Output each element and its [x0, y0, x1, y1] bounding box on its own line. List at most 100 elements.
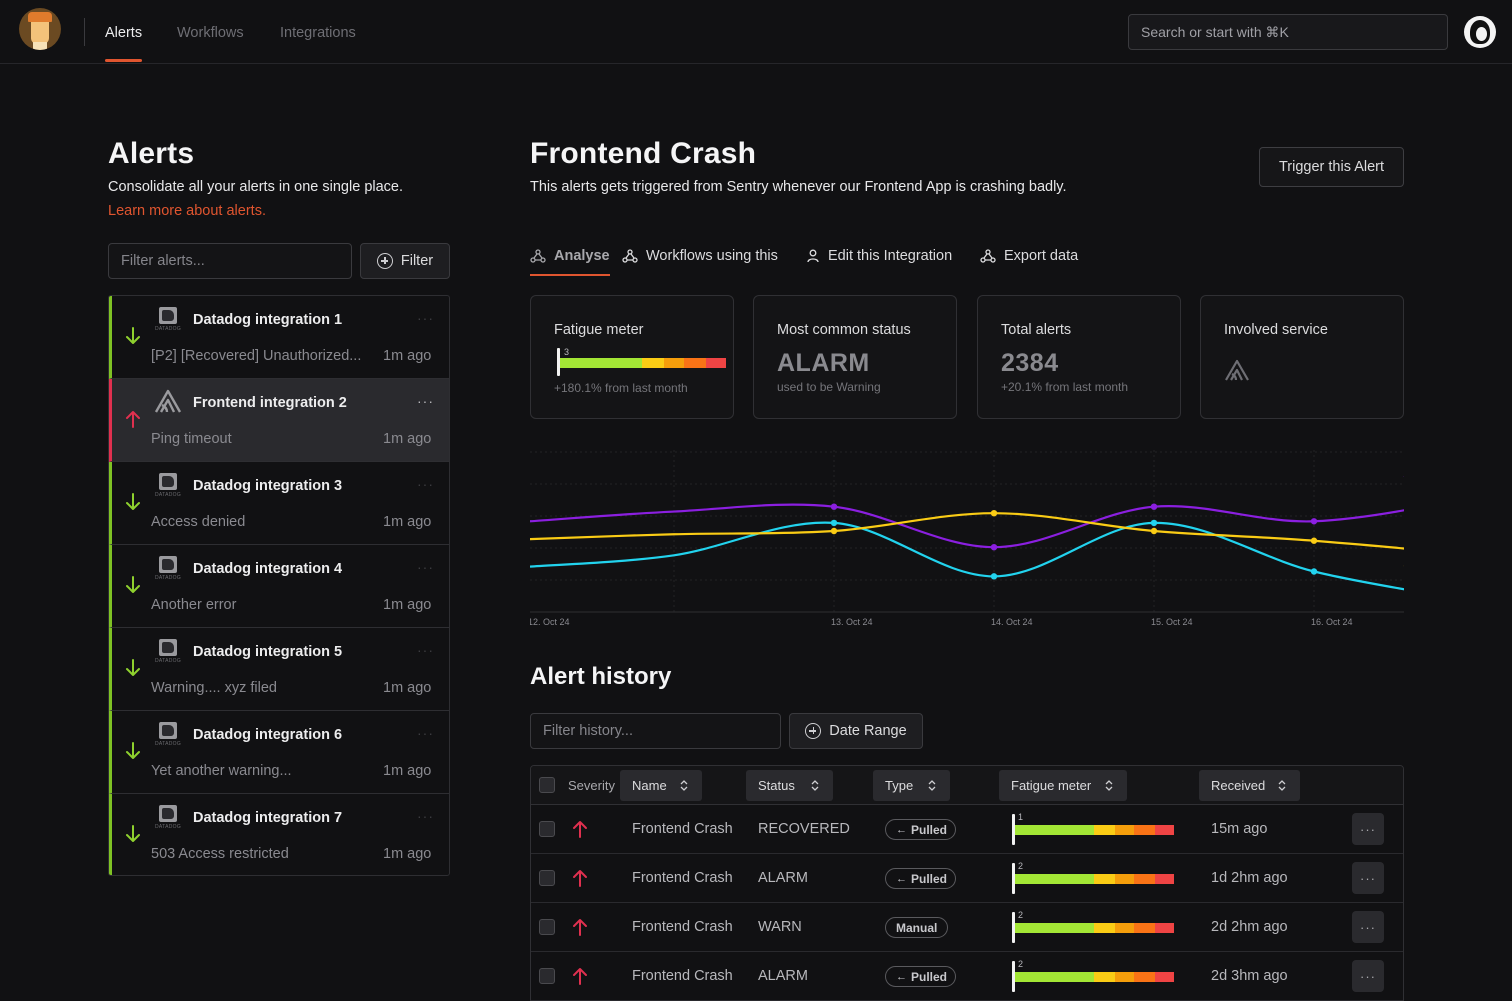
datadog-icon: DATADOG: [154, 720, 182, 748]
alert-list-item[interactable]: DATADOG Datadog integration 5 ··· Warnin…: [109, 628, 449, 711]
chart-point-yellow[interactable]: [1150, 527, 1158, 535]
app-logo[interactable]: [19, 8, 61, 50]
row-more-button[interactable]: ···: [1352, 813, 1384, 845]
chart-x-tick-label: 12. Oct 24: [530, 617, 570, 627]
nav-tab-workflows[interactable]: Workflows: [177, 25, 244, 41]
nav-tab-alerts[interactable]: Alerts: [105, 25, 143, 63]
row-name: Frontend Crash: [632, 919, 733, 935]
learn-more-link[interactable]: Learn more about alerts.: [108, 203, 266, 219]
chart-point-cyan[interactable]: [1310, 568, 1318, 575]
row-status: ALARM: [758, 870, 808, 886]
column-fatigue-sort[interactable]: Fatigue meter: [999, 770, 1127, 801]
alerts-subtitle: Consolidate all your alerts in one singl…: [108, 179, 404, 195]
meter-segment: [1014, 874, 1094, 884]
tab-export-data[interactable]: Export data: [980, 248, 1078, 264]
alert-list-item[interactable]: DATADOG Datadog integration 3 ··· Access…: [109, 462, 449, 545]
more-options-icon[interactable]: ···: [417, 725, 434, 741]
row-checkbox[interactable]: [539, 870, 555, 886]
alert-list: DATADOG Datadog integration 1 ··· [P2] […: [108, 295, 450, 876]
chart-point-yellow[interactable]: [990, 509, 998, 517]
meter-segment: [706, 358, 726, 368]
column-status-sort[interactable]: Status: [746, 770, 833, 801]
arrow-left-icon: ←: [896, 970, 907, 983]
row-checkbox[interactable]: [539, 968, 555, 984]
filter-button[interactable]: Filter: [360, 243, 450, 279]
arrow-down-icon: [124, 658, 142, 678]
row-status: RECOVERED: [758, 821, 850, 837]
nav-tab-integrations[interactable]: Integrations: [280, 25, 356, 41]
tab-export-label: Export data: [1004, 248, 1079, 264]
chart-point-purple[interactable]: [1150, 503, 1158, 510]
column-fatigue-label: Fatigue meter: [1011, 778, 1092, 793]
tab-workflows-using-this[interactable]: Workflows using this: [622, 248, 778, 264]
tab-analyse[interactable]: Analyse: [530, 248, 610, 276]
column-received-sort[interactable]: Received: [1199, 770, 1300, 801]
chart-point-cyan[interactable]: [830, 519, 838, 527]
row-fatigue-meter: [1014, 825, 1174, 835]
alert-list-item[interactable]: DATADOG Datadog integration 6 ··· Yet an…: [109, 711, 449, 794]
row-more-button[interactable]: ···: [1352, 862, 1384, 894]
chart-point-purple[interactable]: [1310, 518, 1318, 525]
date-range-button[interactable]: Date Range: [789, 713, 923, 749]
alert-item-title: Frontend integration 2: [193, 395, 347, 411]
chart-point-cyan[interactable]: [1150, 519, 1158, 527]
alert-item-time: 1m ago: [383, 763, 432, 779]
global-search-input[interactable]: [1128, 14, 1448, 50]
column-severity: Severity: [568, 778, 615, 793]
alert-item-message: 503 Access restricted: [151, 846, 289, 862]
row-status: ALARM: [758, 968, 808, 984]
more-options-icon[interactable]: ···: [417, 642, 434, 658]
table-row[interactable]: Frontend Crash ALARM ← Pulled 2 2d 3hm a…: [531, 952, 1403, 1001]
arrow-left-icon: ←: [896, 872, 907, 885]
filter-history-input[interactable]: [530, 713, 781, 749]
row-checkbox[interactable]: [539, 919, 555, 935]
column-received-label: Received: [1211, 778, 1266, 793]
alert-history-table: Severity Name Status Type Fatigue meter …: [530, 765, 1404, 1001]
alert-list-item[interactable]: DATADOG Datadog integration 1 ··· [P2] […: [109, 296, 449, 379]
more-options-icon[interactable]: ···: [417, 310, 434, 326]
table-row[interactable]: Frontend Crash WARN Manual 2 2d 2hm ago …: [531, 903, 1403, 952]
row-checkbox[interactable]: [539, 821, 555, 837]
alert-list-item[interactable]: DATADOG Datadog integration 4 ··· Anothe…: [109, 545, 449, 628]
alert-item-time: 1m ago: [383, 514, 432, 530]
row-received: 15m ago: [1211, 821, 1268, 837]
common-status-value: ALARM: [777, 349, 870, 377]
chart-point-purple[interactable]: [830, 503, 838, 510]
row-type-label: Pulled: [911, 822, 948, 837]
more-options-icon[interactable]: ···: [417, 476, 434, 492]
total-alerts-label: Total alerts: [1001, 322, 1072, 338]
plus-circle-icon: [805, 723, 822, 739]
date-range-label: Date Range: [829, 723, 907, 739]
alert-list-item[interactable]: DATADOG Datadog integration 7 ··· 503 Ac…: [109, 794, 449, 875]
trigger-alert-button[interactable]: Trigger this Alert: [1259, 147, 1404, 187]
column-type-sort[interactable]: Type: [873, 770, 950, 801]
table-row[interactable]: Frontend Crash ALARM ← Pulled 2 1d 2hm a…: [531, 854, 1403, 903]
row-more-button[interactable]: ···: [1352, 960, 1384, 992]
chart-point-yellow[interactable]: [830, 527, 838, 535]
chart-point-purple[interactable]: [990, 544, 998, 551]
sort-icon: [928, 780, 936, 791]
alert-item-time: 1m ago: [383, 348, 432, 364]
row-received: 2d 3hm ago: [1211, 968, 1288, 984]
severity-arrow-up-icon: [571, 868, 589, 893]
alert-list-item[interactable]: Frontend integration 2 ··· Ping timeout …: [109, 379, 449, 462]
select-all-checkbox[interactable]: [539, 777, 555, 793]
fatigue-meter-marker: [557, 348, 560, 376]
row-type-label: Pulled: [911, 871, 948, 886]
more-options-icon[interactable]: ···: [417, 559, 434, 575]
column-name-sort[interactable]: Name: [620, 770, 702, 801]
chart-point-yellow[interactable]: [1310, 537, 1318, 544]
alert-item-title: Datadog integration 1: [193, 312, 343, 328]
row-more-button[interactable]: ···: [1352, 911, 1384, 943]
more-options-icon[interactable]: ···: [417, 393, 434, 409]
filter-alerts-input[interactable]: [108, 243, 352, 279]
meter-segment: [1155, 874, 1174, 884]
datadog-icon: DATADOG: [154, 554, 182, 582]
tab-workflows-label: Workflows using this: [646, 248, 778, 264]
chart-point-cyan[interactable]: [990, 573, 998, 580]
tab-edit-integration[interactable]: Edit this Integration: [806, 248, 952, 264]
user-avatar[interactable]: [1464, 16, 1496, 48]
more-options-icon[interactable]: ···: [417, 808, 434, 824]
table-row[interactable]: Frontend Crash RECOVERED ← Pulled 1 15m …: [531, 805, 1403, 854]
user-icon: [807, 249, 819, 263]
